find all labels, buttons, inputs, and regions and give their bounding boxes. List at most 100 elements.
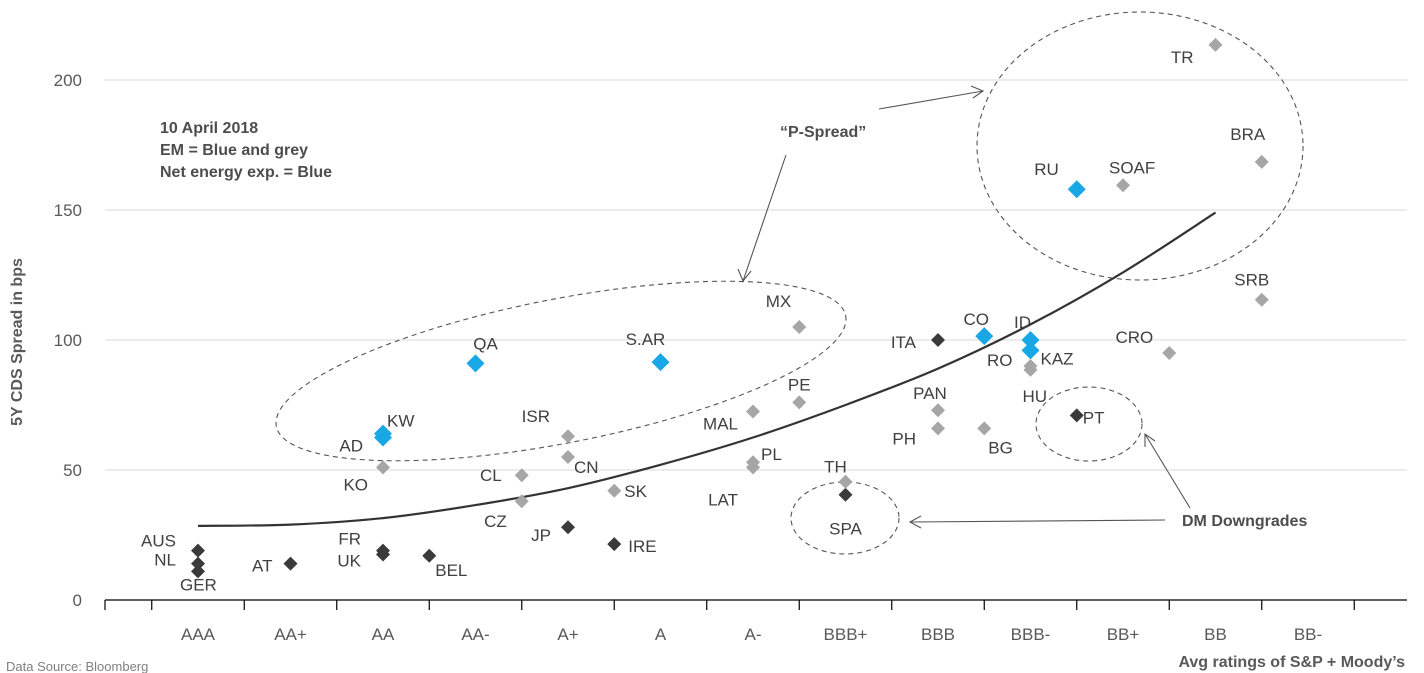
data-points xyxy=(191,37,1269,579)
point-label: KAZ xyxy=(1041,349,1074,368)
point-nl xyxy=(191,556,205,571)
point-sar xyxy=(651,353,670,372)
note-energy: Net energy exp. = Blue xyxy=(160,164,332,181)
point-ph xyxy=(931,421,945,436)
note-em: EM = Blue and grey xyxy=(160,142,308,159)
arrowhead-upper xyxy=(970,85,985,99)
point-label: SOAF xyxy=(1109,158,1155,177)
point-label: S.AR xyxy=(626,330,666,349)
point-label: PL xyxy=(761,445,782,464)
x-axis: AAA AA+ AA AA- A+ A A- BBB+ BBB BBB- BB+ BB BB- xyxy=(104,599,1407,644)
point-label: KO xyxy=(343,475,368,494)
point-label: AUS xyxy=(141,532,176,551)
point-bra xyxy=(1254,154,1269,169)
dm-downgrades-annotation: DM Downgrades xyxy=(1182,513,1307,530)
point-co xyxy=(975,327,994,346)
y-tick-label: 0 xyxy=(73,591,82,610)
pt-downgrade-ellipse xyxy=(1035,386,1143,462)
point-sk xyxy=(607,483,622,498)
x-tick-label: AAA xyxy=(181,625,216,644)
point-ru xyxy=(1067,180,1086,199)
point-label: PE xyxy=(788,375,811,394)
x-tick-label: BB- xyxy=(1294,625,1322,644)
p-spread-upper-ellipse xyxy=(976,11,1304,281)
point-label: JP xyxy=(531,526,551,545)
point-label: SK xyxy=(624,482,647,501)
point-label: BRA xyxy=(1230,125,1266,144)
point-jp xyxy=(561,520,575,535)
x-tick-label: BB+ xyxy=(1107,625,1140,644)
p-spread-em-ellipse xyxy=(275,280,847,462)
point-label: TR xyxy=(1171,48,1194,67)
point-label: CO xyxy=(964,310,990,329)
point-at xyxy=(283,556,298,571)
point-label: KW xyxy=(387,412,414,431)
point-lat xyxy=(746,460,760,475)
y-axis-title: 5Y CDS Spread in bps xyxy=(9,258,26,426)
point-label: PT xyxy=(1083,408,1105,427)
arrowhead-em xyxy=(737,268,752,283)
point-mx xyxy=(792,320,807,334)
point-label: LAT xyxy=(708,490,738,509)
x-tick-label: BBB+ xyxy=(824,625,868,644)
point-pt xyxy=(1069,408,1084,423)
point-kaz xyxy=(1021,341,1040,360)
point-aus xyxy=(191,543,205,558)
arrow-to-em-ellipse xyxy=(742,154,787,282)
point-label: QA xyxy=(473,334,498,353)
point-label: PAN xyxy=(913,384,947,403)
point-label: BEL xyxy=(435,561,467,580)
point-hu xyxy=(1023,362,1038,377)
x-tick-label: BBB- xyxy=(1011,625,1051,644)
point-label: SPA xyxy=(829,520,862,539)
y-tick-label: 100 xyxy=(54,331,82,350)
x-tick-label: A+ xyxy=(557,625,578,644)
point-cl xyxy=(514,468,529,483)
arrowhead-spa xyxy=(908,515,922,529)
arrow-to-spa xyxy=(909,519,1166,523)
point-label: FR xyxy=(338,530,361,549)
point-ger xyxy=(191,564,205,579)
point-label: CL xyxy=(480,466,502,485)
point-label: TH xyxy=(824,458,847,477)
data-source: Data Source: Bloomberg xyxy=(6,659,148,673)
point-label: AT xyxy=(252,557,272,576)
x-tick-label: A- xyxy=(745,625,762,644)
point-tr xyxy=(1208,37,1223,52)
point-label: SRB xyxy=(1234,271,1269,290)
point-id xyxy=(1021,331,1040,349)
arrow-to-pt xyxy=(1144,433,1191,509)
point-bel xyxy=(422,548,437,563)
note-date: 10 April 2018 xyxy=(160,120,258,137)
trend-curve xyxy=(197,211,1217,527)
arrowhead-pt xyxy=(1144,432,1156,447)
point-spa xyxy=(838,487,853,502)
point-label: HU xyxy=(1023,387,1048,406)
point-label: RO xyxy=(987,351,1013,370)
point-th xyxy=(838,474,853,489)
point-uk xyxy=(376,547,390,562)
point-label: ID xyxy=(1014,313,1031,332)
y-tick-label: 200 xyxy=(54,71,82,90)
point-ire xyxy=(607,537,622,552)
point-cn xyxy=(561,450,575,464)
point-label: ISR xyxy=(522,407,550,426)
y-tick-label: 150 xyxy=(54,201,82,220)
point-label: NL xyxy=(154,551,176,570)
point-label: MX xyxy=(766,292,792,311)
point-label: PH xyxy=(892,429,916,448)
point-label: ITA xyxy=(891,333,917,352)
x-tick-label: BBB xyxy=(921,625,955,644)
x-tick-label: AA+ xyxy=(274,625,307,644)
annotation-shapes xyxy=(275,11,1304,555)
point-label: GER xyxy=(180,575,217,594)
point-bg xyxy=(977,421,992,436)
x-tick-label: AA xyxy=(372,625,395,644)
point-pan xyxy=(931,403,945,418)
point-cz xyxy=(514,494,529,509)
point-mal xyxy=(746,404,760,419)
arrow-to-upper-ellipse xyxy=(878,90,984,110)
point-soaf xyxy=(1116,178,1130,193)
